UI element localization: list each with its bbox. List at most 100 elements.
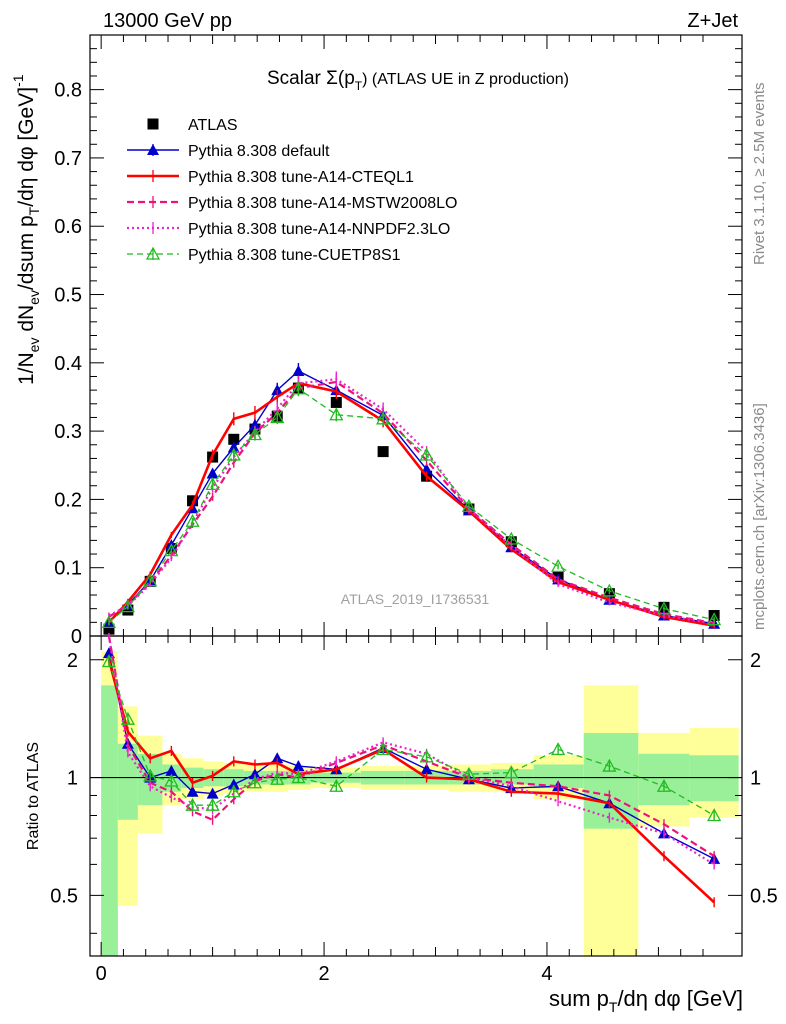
- x-tick-label: 4: [541, 963, 552, 985]
- legend-marker: [147, 118, 159, 130]
- ratio-y-tick-label-right: 1: [750, 768, 761, 790]
- ratio-pythia-8-308-tune-cuetp8s1-point: [291, 770, 306, 784]
- x-tick-label: 0: [96, 963, 107, 985]
- ratio-pythia-8-308-default-point: [292, 760, 305, 772]
- ratio-pythia-8-308-tune-cuetp8s1-point: [551, 742, 566, 756]
- legend-item-pythia-8-308-default: Pythia 8.308 default: [127, 143, 330, 160]
- ratio-y-axis-label: Ratio to ATLAS: [25, 742, 42, 850]
- y-tick-label: 0.5: [54, 285, 82, 307]
- y-axis-label: 1/Nev dNev/dsum pT/dη dφ [GeV]-1: [10, 74, 42, 385]
- legend-item-pythia-8-308-tune-a14-nnpdf2-3lo: Pythia 8.308 tune-A14-NNPDF2.3LO: [127, 221, 450, 238]
- y-tick-label: 0.3: [54, 421, 82, 443]
- y-tick-label: 0.4: [54, 353, 82, 375]
- pythia-8-308-default-point: [227, 441, 240, 453]
- ratio-pythia-8-308-tune-cuetp8s1-point: [185, 797, 200, 811]
- y-tick-label: 0.7: [54, 148, 82, 170]
- ratio-pythia-8-308-tune-cuetp8s1-point: [247, 775, 263, 789]
- ratio-pythia-8-308-default-point: [248, 768, 261, 780]
- atlas-point: [122, 604, 134, 616]
- pythia-8-308-tune-cuetp8s1-point: [143, 573, 158, 587]
- ratio-pythia-8-308-tune-cuetp8s1-point: [143, 768, 158, 782]
- legend-label: Pythia 8.308 tune-A14-CTEQL1: [188, 169, 414, 186]
- ratio-uncertainty-bands: [101, 651, 739, 956]
- ratio-y-tick-label-left: 1: [67, 768, 78, 790]
- legend-label: Pythia 8.308 default: [188, 143, 330, 160]
- pythia-8-308-tune-cuetp8s1-point: [164, 543, 179, 557]
- ratio-pythia-8-308-tune-cuetp8s1-point: [602, 758, 617, 772]
- ratio-pythia-8-308-tune-cuetp8s1: [101, 654, 722, 822]
- series-pythia-8-308-tune-a14-nnpdf2-3lo: [108, 371, 715, 627]
- legend-item-pythia-8-308-tune-a14-mstw2008lo: Pythia 8.308 tune-A14-MSTW2008LO: [127, 195, 457, 212]
- pythia-8-308-tune-cuetp8s1-point: [419, 447, 434, 461]
- ratio-pythia-8-308-tune-cuetp8s1-point: [419, 749, 434, 763]
- pythia-8-308-tune-cuetp8s1-point: [247, 427, 263, 441]
- y-tick-label: 0.6: [54, 216, 82, 238]
- mcplots-label: mcplots.cern.ch [arXiv:1306.3436]: [751, 403, 768, 630]
- legend-label: ATLAS: [188, 117, 238, 134]
- legend: ATLAS Pythia 8.308 default Pythia 8.308 tu…: [127, 117, 457, 264]
- x-ticks: [100, 35, 704, 956]
- pythia-8-308-tune-cuetp8s1-point: [461, 498, 477, 512]
- green-band-bin: [101, 685, 118, 956]
- ratio-y-tick-label-left: 0.5: [50, 885, 78, 907]
- legend-item-pythia-8-308-tune-cuetp8s1: Pythia 8.308 tune-CUETP8S1: [127, 246, 401, 264]
- pythia-8-308-tune-cuetp8s1-point: [270, 410, 285, 424]
- ratio-pythia-8-308-tune-cuetp8s1-point: [120, 711, 135, 725]
- ratio-y-tick-label-right: 0.5: [750, 885, 778, 907]
- pythia-8-308-tune-cuetp8s1-point: [329, 407, 344, 421]
- green-band-bin: [533, 764, 584, 789]
- ratio-pythia-8-308-default-point: [206, 787, 219, 799]
- ratio-pythia-8-308-tune-cuetp8s1-point: [164, 773, 179, 787]
- pythia-8-308-tune-cuetp8s1-point: [656, 601, 672, 615]
- pythia-8-308-tune-cuetp8s1-line: [108, 387, 715, 623]
- legend-label: Pythia 8.308 tune-A14-NNPDF2.3LO: [188, 221, 450, 238]
- ratio-y-tick-label-right: 2: [750, 650, 761, 672]
- y-tick-label: 0: [71, 626, 82, 648]
- ratio-pythia-8-308-tune-cuetp8s1-point: [376, 742, 391, 756]
- pythia-8-308-tune-cuetp8s1-point: [205, 477, 220, 491]
- rivet-label: Rivet 3.1.10, ≥ 2.5M events: [751, 83, 768, 266]
- chart-title: Scalar Σ(pT) (ATLAS UE in Z production): [267, 68, 569, 93]
- process-label: Z+Jet: [687, 10, 738, 32]
- main-y-ticks: [90, 34, 742, 637]
- legend-label: Pythia 8.308 tune-A14-MSTW2008LO: [188, 195, 457, 212]
- ratio-pythia-8-308-tune-cuetp8s1-point: [205, 797, 220, 811]
- series-pythia-8-308-tune-cuetp8s1: [101, 381, 722, 628]
- x-axis-label: sum pT/dη dφ [GeV]: [549, 986, 743, 1015]
- legend-item-atlas: ATLAS: [147, 117, 238, 134]
- pythia-8-308-tune-cuetp8s1-point: [504, 531, 519, 545]
- ratio-pythia-8-308-tune-cuetp8s1-point: [656, 778, 672, 792]
- atlas-point: [228, 433, 240, 445]
- pythia-8-308-tune-cuetp8s1-point: [551, 558, 566, 572]
- pythia-8-308-default-point: [292, 365, 305, 377]
- pythia-8-308-default-point: [248, 418, 261, 430]
- ratio-pythia-8-308-tune-cuetp8s1-point: [707, 808, 722, 822]
- main-series: [101, 363, 722, 635]
- legend-item-pythia-8-308-tune-a14-cteql1: Pythia 8.308 tune-A14-CTEQL1: [127, 169, 414, 186]
- pythia-8-308-tune-cuetp8s1-point: [376, 411, 391, 425]
- y-tick-label: 0.8: [54, 80, 82, 102]
- energy-label: 13000 GeV pp: [103, 10, 232, 32]
- ratio-pythia-8-308-default: [102, 647, 721, 864]
- pythia-8-308-default-line: [108, 370, 715, 625]
- ratio-plot-frame: [89, 635, 743, 957]
- ratio-pythia-8-308-tune-cuetp8s1-point: [101, 654, 117, 668]
- green-band-bin: [117, 743, 138, 820]
- ratio-pythia-8-308-tune-cuetp8s1-point: [226, 784, 241, 798]
- atlas-point: [377, 446, 389, 458]
- pythia-8-308-default-point: [206, 467, 219, 479]
- ratio-pythia-8-308-tune-cuetp8s1-point: [461, 766, 477, 780]
- ratio-pythia-8-308-default-point: [102, 647, 115, 659]
- legend-marker: [145, 246, 161, 260]
- analysis-label: ATLAS_2019_I1736531: [341, 591, 490, 607]
- pythia-8-308-tune-cuetp8s1-point: [226, 447, 241, 461]
- y-tick-label: 0.2: [54, 489, 82, 511]
- pythia-8-308-tune-a14-cteql1-line: [107, 381, 715, 628]
- ratio-series: [101, 633, 722, 908]
- ratio-y-tick-label-left: 2: [67, 650, 78, 672]
- ratio-pythia-8-308-default-point: [227, 778, 240, 790]
- ratio-pythia-8-308-default-point: [186, 785, 199, 797]
- pythia-8-308-tune-a14-mstw2008lo-line: [108, 380, 715, 625]
